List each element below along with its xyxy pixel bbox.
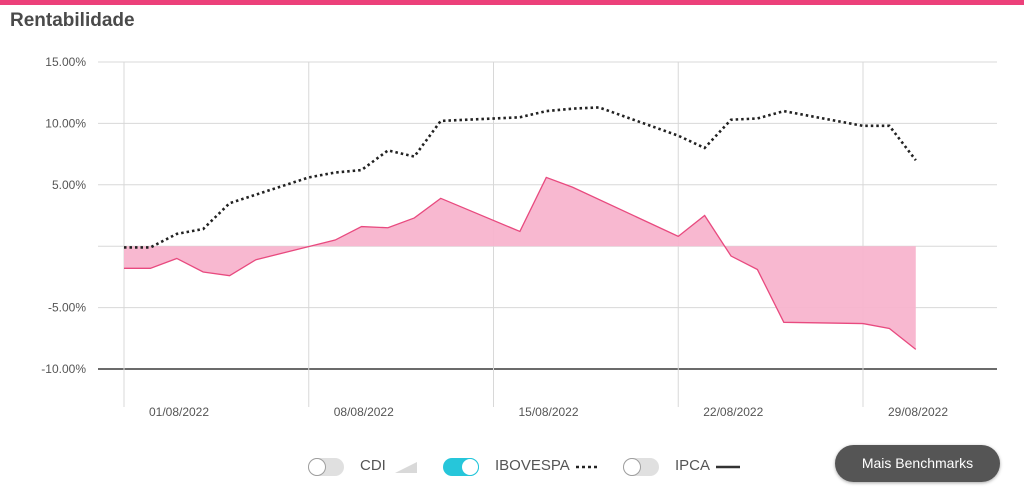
y-tick-label: -10.00% bbox=[41, 362, 86, 376]
chart-legend: CDI IBOVESPA IPCA bbox=[308, 455, 740, 479]
legend-label-ibovespa: IBOVESPA bbox=[495, 457, 570, 474]
ipca-toggle[interactable] bbox=[623, 458, 659, 476]
solid-line-icon bbox=[716, 465, 740, 469]
legend-label-ipca: IPCA bbox=[675, 457, 711, 474]
ibovespa-line bbox=[124, 106, 917, 249]
cdi-area-fill bbox=[124, 177, 916, 350]
cdi-toggle[interactable] bbox=[308, 458, 344, 476]
x-tick-label: 08/08/2022 bbox=[334, 405, 394, 419]
x-tick-label: 29/08/2022 bbox=[888, 405, 948, 419]
area-swatch-icon bbox=[395, 462, 417, 473]
y-tick-label: -5.00% bbox=[48, 301, 86, 315]
dotted-line-icon bbox=[576, 465, 600, 469]
x-tick-label: 22/08/2022 bbox=[703, 405, 763, 419]
returns-chart: 15.00% 10.00% 5.00% -5.00% -10.00% 01/08/2022… bbox=[41, 55, 997, 419]
top-accent-bar bbox=[0, 0, 1024, 5]
cdi-area-line bbox=[124, 176, 917, 350]
more-benchmarks-button[interactable]: Mais Benchmarks bbox=[835, 445, 1000, 482]
ibovespa-toggle[interactable] bbox=[443, 458, 479, 476]
axes: 15.00% 10.00% 5.00% -5.00% -10.00% 01/08/2022… bbox=[41, 55, 948, 419]
page-title: Rentabilidade bbox=[10, 10, 135, 31]
toggle-knob bbox=[462, 459, 478, 475]
y-tick-label: 5.00% bbox=[52, 178, 86, 192]
x-tick-label: 01/08/2022 bbox=[149, 405, 209, 419]
toggle-knob bbox=[624, 459, 640, 475]
toggle-knob bbox=[309, 459, 325, 475]
ibovespa-line-series bbox=[123, 106, 917, 249]
legend-label-cdi: CDI bbox=[360, 457, 386, 474]
cdi-area-series bbox=[123, 176, 917, 350]
x-tick-label: 15/08/2022 bbox=[518, 405, 578, 419]
y-tick-label: 10.00% bbox=[45, 116, 86, 130]
y-tick-label: 15.00% bbox=[45, 55, 86, 69]
